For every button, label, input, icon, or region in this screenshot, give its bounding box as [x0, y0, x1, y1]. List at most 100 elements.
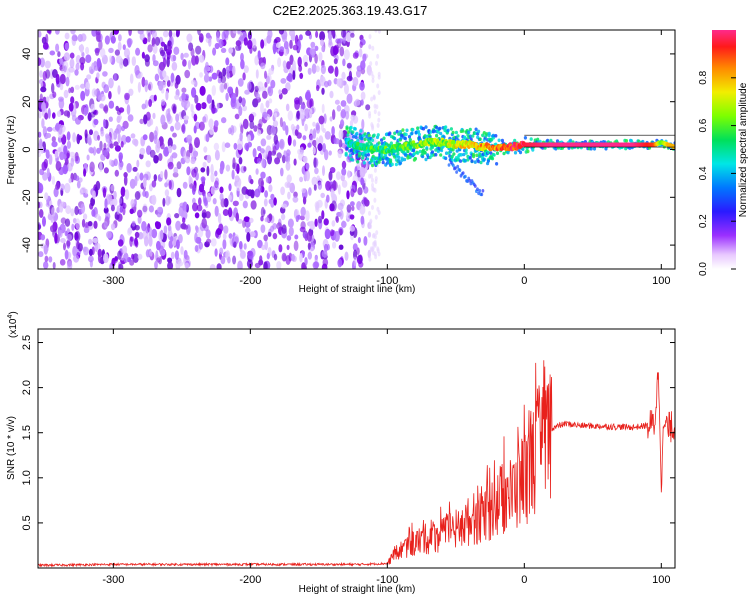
spectral-spread — [344, 151, 348, 156]
noise-speckle — [310, 41, 316, 48]
noise-speckle — [331, 220, 336, 227]
spectral-spread — [429, 130, 433, 134]
spectrogram-x-tick-label: 0 — [521, 275, 527, 287]
noise-speckle — [110, 223, 116, 231]
noise-speckle — [192, 184, 197, 192]
noise-speckle — [302, 54, 309, 65]
noise-speckle — [152, 54, 156, 63]
noise-speckle — [344, 83, 349, 95]
noise-speckle — [254, 55, 259, 66]
noise-speckle — [46, 126, 53, 132]
noise-speckle — [174, 213, 180, 219]
noise-speckle — [376, 123, 380, 128]
noise-speckle — [74, 69, 79, 76]
spectral-spread — [474, 127, 478, 132]
noise-speckle — [153, 174, 157, 182]
ridge-point — [451, 139, 456, 145]
noise-speckle — [75, 62, 80, 71]
spectral-spread — [348, 128, 352, 133]
noise-speckle — [122, 206, 126, 216]
noise-speckle — [63, 145, 68, 155]
noise-speckle — [368, 210, 371, 216]
noise-speckle — [372, 94, 376, 100]
noise-speckle — [338, 129, 344, 140]
noise-speckle — [244, 89, 251, 95]
noise-speckle — [160, 49, 165, 57]
noise-speckle — [334, 230, 340, 242]
noise-speckle — [285, 161, 291, 171]
noise-speckle — [299, 108, 305, 120]
noise-speckle — [92, 237, 99, 243]
noise-speckle — [147, 44, 153, 53]
noise-speckle — [112, 198, 118, 206]
noise-speckle — [372, 232, 376, 238]
noise-speckle — [89, 260, 93, 268]
noise-speckle — [337, 258, 343, 268]
noise-speckle — [274, 112, 278, 118]
noise-speckle — [172, 32, 176, 38]
spectral-spread — [400, 156, 404, 161]
noise-speckle — [314, 255, 318, 264]
spectral-spread — [430, 153, 434, 158]
noise-speckle — [143, 177, 147, 188]
spectral-spread — [490, 156, 495, 161]
noise-speckle — [335, 171, 341, 181]
noise-speckle — [92, 146, 97, 156]
noise-speckle — [283, 150, 287, 157]
noise-speckle — [67, 260, 73, 269]
noise-speckle — [336, 78, 342, 87]
noise-speckle — [360, 177, 365, 186]
noise-speckle — [85, 54, 92, 63]
noise-speckle — [373, 187, 377, 193]
spectral-spread — [412, 152, 416, 156]
noise-speckle — [301, 188, 307, 194]
snr-frame — [37, 328, 676, 569]
noise-speckle — [254, 262, 261, 269]
noise-speckle — [309, 47, 315, 56]
noise-speckle — [312, 128, 317, 139]
noise-speckle — [73, 254, 80, 263]
noise-speckle — [247, 39, 253, 50]
spectral-spread — [403, 136, 407, 141]
noise-speckle — [263, 38, 267, 47]
noise-speckle — [324, 131, 331, 140]
noise-speckle — [164, 182, 169, 188]
spectral-spread — [482, 157, 486, 162]
noise-speckle — [51, 136, 56, 143]
snr-x-label: Height of straight line (km) — [299, 584, 416, 595]
spectral-spread — [513, 138, 517, 143]
noise-speckle — [194, 245, 199, 252]
noise-speckle — [318, 115, 325, 125]
noise-speckle — [268, 98, 273, 104]
spectral-spread — [421, 154, 425, 159]
noise-speckle — [86, 74, 92, 80]
noise-speckle — [66, 140, 71, 149]
noise-speckle — [337, 184, 341, 195]
spectral-spread — [408, 138, 412, 142]
noise-speckle — [71, 223, 75, 231]
noise-speckle — [127, 114, 134, 122]
noise-speckle — [217, 213, 222, 224]
noise-speckle — [340, 119, 345, 128]
noise-speckle — [199, 72, 204, 78]
noise-speckle — [313, 157, 317, 169]
noise-speckle — [292, 70, 296, 81]
noise-speckle — [259, 255, 263, 263]
noise-speckle — [321, 103, 325, 114]
noise-speckle — [158, 61, 166, 71]
spectrogram-x-tick-label: 100 — [652, 275, 670, 287]
noise-speckle — [66, 233, 73, 241]
spectral-spread — [477, 129, 481, 134]
spectral-spread — [390, 162, 394, 167]
noise-speckle — [299, 176, 304, 183]
noise-speckle — [123, 175, 128, 186]
noise-speckle — [346, 31, 352, 43]
spectral-spread — [459, 153, 463, 157]
noise-speckle — [116, 115, 121, 124]
noise-speckle — [365, 104, 371, 111]
noise-speckle — [129, 208, 134, 215]
noise-speckle — [281, 252, 287, 262]
spectral-spread — [356, 138, 360, 143]
noise-speckle — [368, 44, 372, 50]
spectral-spread — [394, 162, 398, 167]
